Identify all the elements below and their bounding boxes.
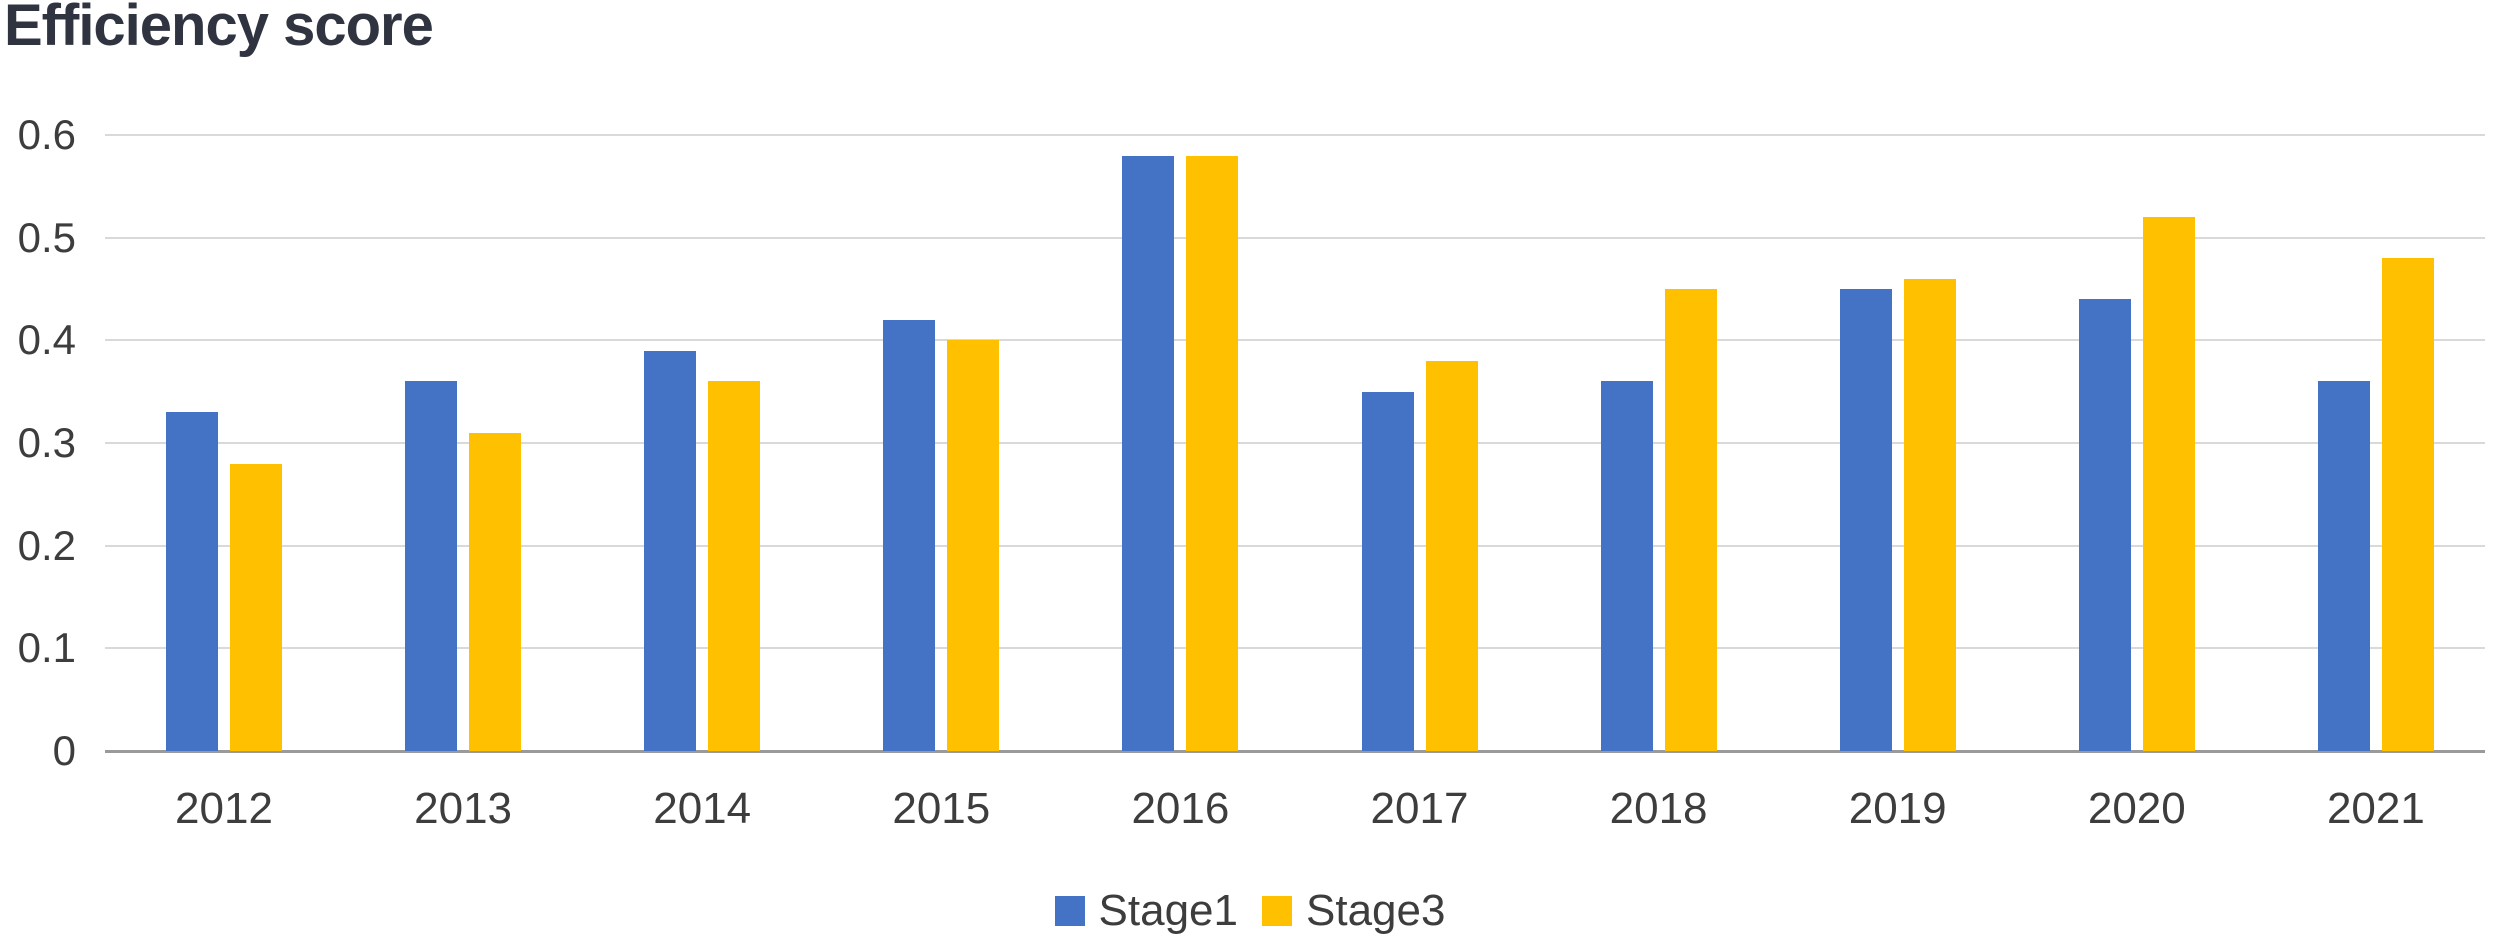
bar-stage1-2018 (1600, 381, 1653, 751)
bar-stage3-2014 (708, 381, 761, 751)
chart-title: Efficiency score (4, 0, 434, 58)
y-tick-label-0.1: 0.1 (17, 624, 76, 672)
legend-item-stage3: Stage3 (1262, 886, 1446, 935)
bar-stage1-2015 (883, 319, 936, 751)
bar-stage3-2020 (2142, 217, 2195, 751)
y-tick-label-0.4: 0.4 (17, 316, 76, 364)
bar-stage3-2021 (2381, 258, 2434, 751)
bar-stage3-2017 (1425, 360, 1478, 751)
bar-stage3-2018 (1664, 289, 1717, 751)
legend-label-stage1: Stage1 (1098, 886, 1238, 935)
y-tick-label-0.3: 0.3 (17, 419, 76, 466)
bar-stage1-2020 (2078, 299, 2131, 751)
bar-stage3-2013 (469, 432, 522, 751)
x-tick-label-2015: 2015 (892, 784, 991, 833)
bar-stage1-2017 (1361, 391, 1414, 751)
bar-stage3-2019 (1903, 278, 1956, 751)
gridline-0.4 (105, 339, 2485, 342)
stage1-color-swatch (1054, 896, 1085, 926)
stage3-color-swatch (1262, 896, 1292, 926)
x-tick-label-2012: 2012 (175, 784, 273, 833)
y-tick-label-0.2: 0.2 (17, 521, 76, 569)
x-tick-label-2020: 2020 (2087, 784, 2186, 833)
x-axis-line (105, 749, 2485, 753)
x-tick-label-2013: 2013 (414, 784, 513, 833)
bar-stage1-2016 (1122, 155, 1175, 751)
gridline-0.6 (105, 134, 2485, 136)
x-tick-label-2018: 2018 (1609, 784, 1708, 833)
bar-stage3-2012 (230, 463, 282, 751)
y-tick-label-0: 0 (52, 727, 76, 774)
bar-stage1-2014 (644, 350, 697, 751)
x-tick-label-2016: 2016 (1131, 784, 1230, 833)
y-tick-label-0.6: 0.6 (17, 111, 76, 158)
legend-label-stage3: Stage3 (1306, 886, 1446, 935)
x-tick-label-2019: 2019 (1848, 784, 1947, 833)
bar-stage1-2019 (1839, 289, 1892, 751)
x-tick-label-2021: 2021 (2326, 784, 2425, 833)
gridline-0.3 (105, 442, 2485, 444)
bar-stage3-2015 (947, 340, 1000, 751)
bar-stage1-2012 (166, 412, 218, 751)
bar-stage1-2021 (2317, 381, 2370, 751)
y-tick-label-0.5: 0.5 (17, 213, 76, 261)
x-tick-label-2017: 2017 (1370, 784, 1469, 833)
gridline-0.5 (105, 236, 2485, 239)
legend-item-stage1: Stage1 (1054, 886, 1238, 935)
bar-stage3-2016 (1186, 155, 1239, 751)
bar-stage1-2013 (405, 381, 458, 751)
x-tick-label-2014: 2014 (653, 784, 752, 833)
gridline-0.1 (105, 647, 2485, 650)
legend: Stage1 Stage3 (0, 886, 2500, 935)
gridline-0.2 (105, 544, 2485, 547)
